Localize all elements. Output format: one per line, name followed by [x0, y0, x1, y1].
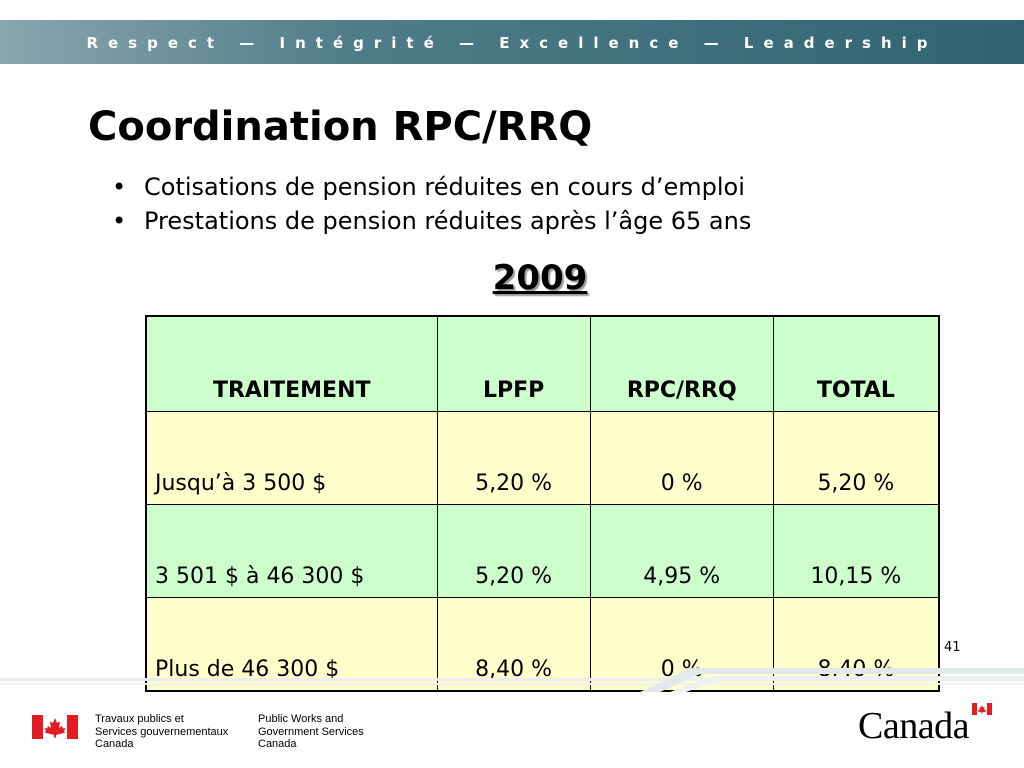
department-line: Services gouvernementaux — [95, 725, 229, 738]
values-banner-text: Respect — Intégrité — Excellence — Leade… — [0, 20, 1024, 64]
bullet-marker: • — [112, 173, 127, 201]
table-cell-lpfp: 5,20 % — [436, 411, 591, 505]
canada-wordmark: Canada — [858, 705, 969, 747]
table-cell-lpfp: 5,20 % — [436, 504, 591, 598]
banner-separator: — — [239, 34, 265, 52]
values-banner: Respect — Intégrité — Excellence — Leade… — [0, 20, 1024, 64]
table-row: 3 501 $ à 46 300 $ 5,20 % 4,95 % 10,15 % — [145, 504, 940, 598]
department-line: Canada — [95, 738, 134, 750]
banner-separator: — — [703, 34, 729, 52]
banner-word-excellence: Excellence — [499, 34, 689, 52]
header-lpfp: LPFP — [436, 315, 591, 412]
banner-separator: — — [459, 34, 484, 52]
page-number: 41 — [944, 640, 961, 655]
banner-word-respect: Respect — [86, 34, 225, 52]
table-cell-lpfp: 8,40 % — [436, 597, 591, 692]
banner-word-integrite: Intégrité — [279, 34, 444, 52]
wordmark-flag-icon — [972, 703, 992, 715]
contribution-table: TRAITEMENT LPFP RPC/RRQ TOTAL Jusqu’à 3 … — [145, 315, 940, 692]
department-line: Travaux publics et — [95, 713, 184, 725]
table-cell-total: 5,20 % — [772, 411, 940, 505]
bullet-item: • Prestations de pension réduites après … — [112, 204, 751, 238]
header-traitement: TRAITEMENT — [145, 315, 438, 412]
table-cell-salary: Jusqu’à 3 500 $ — [145, 411, 438, 505]
table-cell-total: 10,15 % — [772, 504, 940, 598]
department-line: Government Services — [258, 725, 364, 738]
canada-flag-icon — [32, 715, 78, 739]
department-name-french: Travaux publics et Services gouvernement… — [95, 713, 228, 751]
bullet-text: Prestations de pension réduites après l’… — [144, 207, 752, 235]
year-heading: 2009 — [492, 258, 588, 298]
bullet-item: • Cotisations de pension réduites en cou… — [112, 170, 751, 204]
bullet-list: • Cotisations de pension réduites en cou… — [112, 170, 751, 238]
table-cell-salary: Plus de 46 300 $ — [145, 597, 438, 692]
table-cell-rpc-rrq: 0 % — [589, 411, 774, 505]
bullet-marker: • — [112, 207, 127, 235]
table-header-row: TRAITEMENT LPFP RPC/RRQ TOTAL — [145, 315, 940, 412]
table-row: Jusqu’à 3 500 $ 5,20 % 0 % 5,20 % — [145, 411, 940, 505]
department-line: Canada — [258, 738, 297, 750]
department-line: Public Works and — [258, 713, 344, 725]
banner-word-leadership: Leadership — [743, 34, 938, 52]
header-rpc-rrq: RPC/RRQ — [589, 315, 774, 412]
footer-divider — [0, 668, 1024, 692]
header-total: TOTAL — [772, 315, 940, 412]
table-cell-rpc-rrq: 4,95 % — [589, 504, 774, 598]
table-cell-salary: 3 501 $ à 46 300 $ — [145, 504, 438, 598]
slide-title: Coordination RPC/RRQ — [88, 104, 593, 150]
table-row: Plus de 46 300 $ 8,40 % 0 % 8,40 % — [145, 597, 940, 692]
department-name-english: Public Works and Government Services Can… — [258, 713, 364, 751]
bullet-text: Cotisations de pension réduites en cours… — [144, 173, 745, 201]
